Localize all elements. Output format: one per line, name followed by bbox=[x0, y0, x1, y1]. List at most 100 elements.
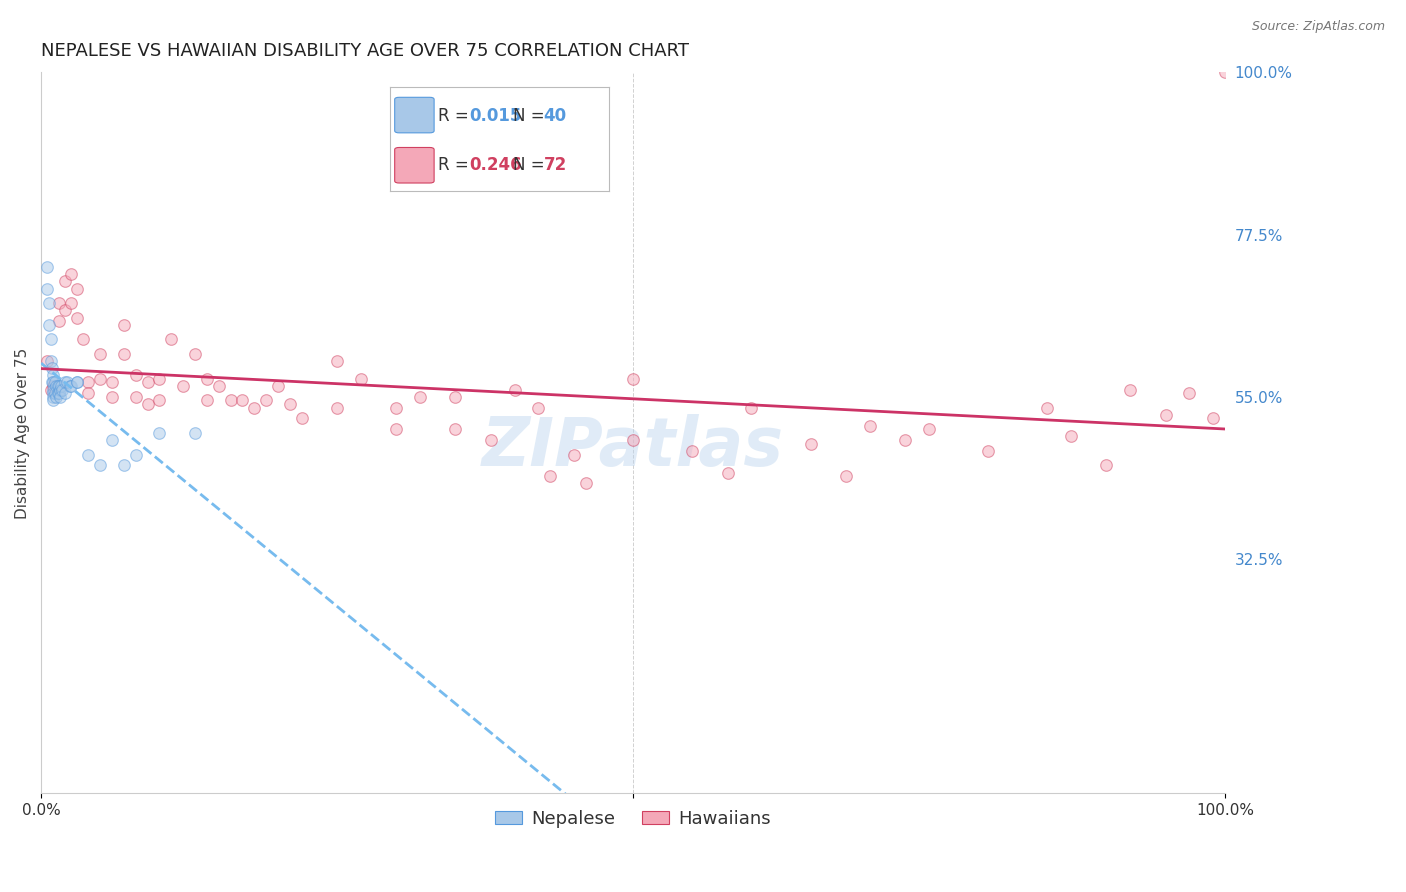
Point bbox=[575, 476, 598, 491]
Point bbox=[385, 401, 408, 415]
Point bbox=[254, 393, 277, 408]
Point bbox=[38, 318, 60, 332]
Point bbox=[208, 379, 231, 393]
Point bbox=[385, 422, 408, 436]
Point bbox=[231, 393, 253, 408]
Point bbox=[46, 386, 69, 401]
Point bbox=[51, 379, 73, 393]
Point bbox=[77, 386, 100, 401]
Point bbox=[859, 418, 882, 433]
Point bbox=[444, 390, 467, 404]
Point bbox=[219, 393, 242, 408]
Point bbox=[45, 379, 67, 393]
Point bbox=[125, 390, 148, 404]
Point bbox=[195, 393, 218, 408]
Point bbox=[172, 379, 194, 393]
Point bbox=[53, 386, 76, 401]
Point bbox=[77, 448, 100, 462]
Point bbox=[48, 314, 70, 328]
Point bbox=[44, 386, 66, 401]
Y-axis label: Disability Age Over 75: Disability Age Over 75 bbox=[15, 347, 30, 518]
Point bbox=[39, 383, 62, 397]
Point bbox=[835, 469, 858, 483]
Point bbox=[136, 376, 159, 390]
Point bbox=[1060, 429, 1083, 443]
Point bbox=[44, 376, 66, 390]
Point bbox=[42, 383, 65, 397]
Point bbox=[56, 376, 79, 390]
Point bbox=[42, 368, 65, 383]
Point bbox=[112, 346, 135, 360]
Point bbox=[46, 379, 69, 393]
Point bbox=[89, 458, 111, 473]
Point bbox=[681, 444, 703, 458]
Point bbox=[51, 383, 73, 397]
Point bbox=[58, 379, 80, 393]
Point bbox=[35, 282, 58, 296]
Point bbox=[39, 332, 62, 346]
Point bbox=[65, 376, 87, 390]
Point bbox=[1178, 386, 1201, 401]
Point bbox=[48, 379, 70, 393]
Point bbox=[148, 372, 170, 386]
Point bbox=[59, 379, 82, 393]
Point bbox=[740, 401, 762, 415]
Point bbox=[918, 422, 941, 436]
Point bbox=[799, 436, 821, 450]
Point bbox=[112, 318, 135, 332]
Point bbox=[59, 267, 82, 281]
Point bbox=[65, 282, 87, 296]
Point bbox=[184, 346, 207, 360]
Point bbox=[42, 393, 65, 408]
Point bbox=[101, 390, 124, 404]
Point bbox=[562, 448, 585, 462]
Point bbox=[35, 353, 58, 368]
Point bbox=[39, 353, 62, 368]
Point bbox=[65, 310, 87, 325]
Point bbox=[527, 401, 550, 415]
Point bbox=[621, 433, 644, 447]
Point bbox=[977, 444, 1000, 458]
Point bbox=[112, 458, 135, 473]
Point bbox=[290, 411, 312, 425]
Point bbox=[479, 433, 502, 447]
Point bbox=[101, 376, 124, 390]
Point bbox=[538, 469, 561, 483]
Point bbox=[89, 372, 111, 386]
Point bbox=[1095, 458, 1118, 473]
Point bbox=[125, 448, 148, 462]
Point bbox=[77, 376, 100, 390]
Point bbox=[894, 433, 917, 447]
Point bbox=[136, 397, 159, 411]
Point bbox=[53, 303, 76, 318]
Point bbox=[49, 383, 72, 397]
Point bbox=[350, 372, 373, 386]
Point bbox=[35, 260, 58, 274]
Point bbox=[48, 296, 70, 310]
Point bbox=[1036, 401, 1059, 415]
Point bbox=[160, 332, 183, 346]
Point bbox=[49, 390, 72, 404]
Point bbox=[278, 397, 301, 411]
Text: Source: ZipAtlas.com: Source: ZipAtlas.com bbox=[1251, 20, 1385, 33]
Point bbox=[41, 376, 63, 390]
Point bbox=[42, 390, 65, 404]
Point bbox=[38, 296, 60, 310]
Point bbox=[326, 353, 349, 368]
Point bbox=[42, 386, 65, 401]
Text: NEPALESE VS HAWAIIAN DISABILITY AGE OVER 75 CORRELATION CHART: NEPALESE VS HAWAIIAN DISABILITY AGE OVER… bbox=[41, 42, 689, 60]
Point bbox=[195, 372, 218, 386]
Point bbox=[1154, 408, 1177, 422]
Point bbox=[184, 425, 207, 440]
Point bbox=[717, 466, 740, 480]
Point bbox=[89, 346, 111, 360]
Point bbox=[621, 372, 644, 386]
Point bbox=[503, 383, 526, 397]
Point bbox=[53, 275, 76, 289]
Text: ZIPatlas: ZIPatlas bbox=[482, 414, 785, 480]
Point bbox=[53, 376, 76, 390]
Point bbox=[59, 296, 82, 310]
Point bbox=[42, 376, 65, 390]
Point bbox=[148, 393, 170, 408]
Point bbox=[267, 379, 290, 393]
